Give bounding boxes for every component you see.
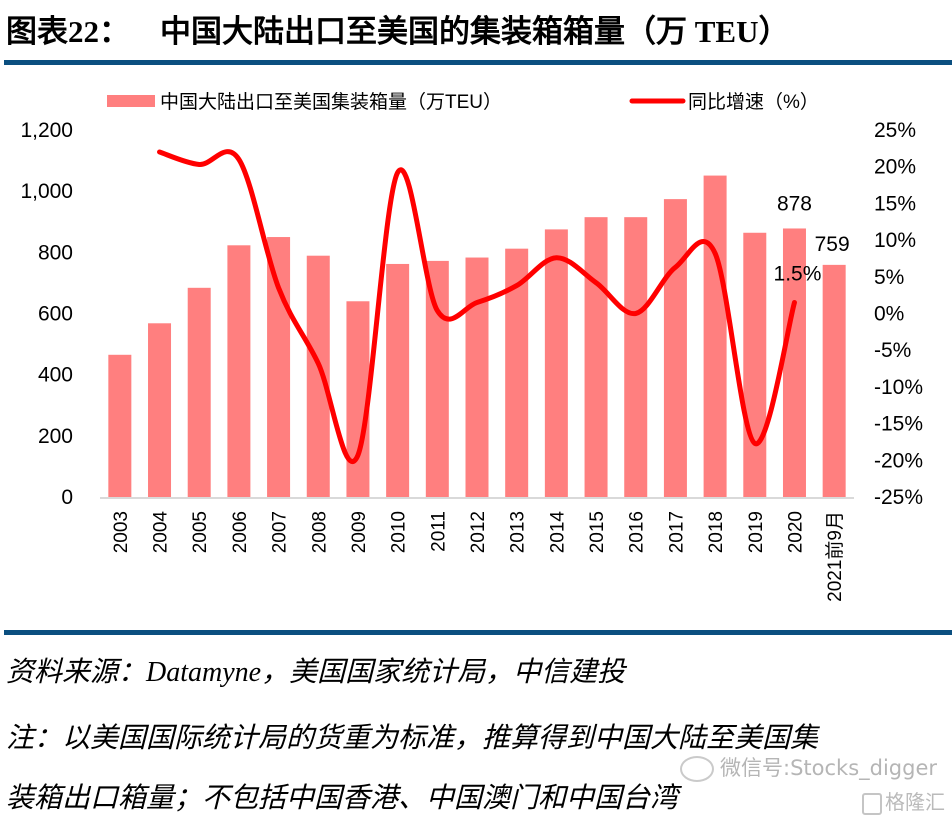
x-tick-label: 2017 [666,511,687,553]
right-tick-label: 15% [874,192,916,215]
bar [267,237,291,497]
bar [624,217,648,497]
x-tick-label: 2021前9月 [824,511,846,602]
x-tick-label: 2010 [389,511,410,553]
bar [227,245,251,497]
bar [386,263,410,497]
x-tick-label: 2008 [309,511,330,553]
right-tick-label: 10% [874,229,916,252]
data-label: 878 [777,192,812,215]
x-tick-label: 2005 [190,511,211,553]
bar [703,175,727,498]
left-axis: 0 200 400 600 800 1,000 1,200 [20,119,73,509]
right-tick-label: -25% [874,486,923,509]
left-tick-label: 200 [38,425,73,448]
legend-label-bar: 中国大陆出口至美国集装箱量（万TEU） [160,91,502,113]
left-tick-label: 0 [61,486,73,509]
bar [187,287,211,497]
x-tick-label: 2004 [151,511,172,554]
x-tick-label: 2019 [746,511,767,553]
x-tick-label: 2018 [706,511,727,553]
bar [544,229,568,498]
x-tick-label: 2020 [785,511,806,553]
bar [822,264,846,497]
gelonghui-logo-icon [862,792,882,815]
data-label: 1.5% [774,262,822,285]
x-tick-label: 2015 [587,511,608,553]
bar [584,217,608,497]
bar [306,255,330,497]
x-tick-label: 2006 [230,511,251,553]
bar [505,248,529,497]
legend-swatch-bar [107,95,155,107]
x-tick-label: 2003 [111,511,132,553]
brand-watermark: 格隆汇 [862,786,945,815]
figure-number: 图表22： [6,14,130,49]
bar [346,301,370,497]
source-note: 资料来源：Datamyne，美国国家统计局，中信建投 [6,657,626,688]
legend: 中国大陆出口至美国集装箱量（万TEU） 同比增速（%） [107,91,819,113]
x-axis-labels: 2003 2004 2005 2006 2007 2008 2009 2010 2011 2012… [111,511,846,602]
right-tick-label: -20% [874,449,923,472]
wechat-icon [680,756,714,782]
left-tick-label: 1,000 [20,180,73,203]
wechat-watermark: 微信号:Stocks_digger [680,752,937,782]
bar [465,257,489,497]
chart-title: 图表22： 中国大陆出口至美国的集装箱箱量（万 TEU） [6,6,790,51]
brand-name: 格隆汇 [885,790,945,814]
note-line-2: 装箱出口箱量；不包括中国香港、中国澳门和中国台湾 [6,783,679,814]
x-tick-label: 2016 [627,511,648,553]
growth-line [157,149,797,465]
bar-series [108,175,846,498]
left-tick-label: 800 [38,241,73,264]
right-tick-label: 25% [874,119,916,142]
right-tick-label: -15% [874,413,923,436]
left-tick-label: 600 [38,303,73,326]
x-tick-label: 2007 [270,511,291,553]
right-tick-label: -10% [874,376,923,399]
data-label: 759 [815,233,850,256]
right-tick-label: 5% [874,266,904,289]
chart: 中国大陆出口至美国集装箱量（万TEU） 同比增速（%） 0 200 400 600 80… [20,91,923,602]
bar [425,260,449,497]
x-tick-label: 2014 [547,511,568,554]
wechat-id: 微信号:Stocks_digger [720,756,938,780]
x-tick-label: 2012 [468,511,489,553]
legend-label-line: 同比增速（%） [688,91,819,113]
right-tick-label: 0% [874,303,904,326]
footer-rule [4,630,952,635]
bar [148,323,172,497]
bar [108,354,132,497]
right-tick-label: 20% [874,156,916,179]
note-line-1: 注：以美国国际统计局的货重为标准，推算得到中国大陆至美国集 [6,723,819,754]
bar [743,232,767,497]
bar [663,199,687,497]
x-tick-label: 2011 [428,511,449,552]
figure-title: 中国大陆出口至美国的集装箱箱量（万 TEU） [160,14,790,49]
bar [782,228,806,497]
right-tick-label: -5% [874,339,911,362]
title-rule [4,60,952,65]
left-tick-label: 1,200 [20,119,73,142]
right-axis: -25% -20% -15% -10% -5% 0% 5% 10% 15% 20% 25% [874,119,923,509]
left-tick-label: 400 [38,364,73,387]
x-tick-label: 2013 [508,511,529,553]
x-tick-label: 2009 [349,511,370,553]
